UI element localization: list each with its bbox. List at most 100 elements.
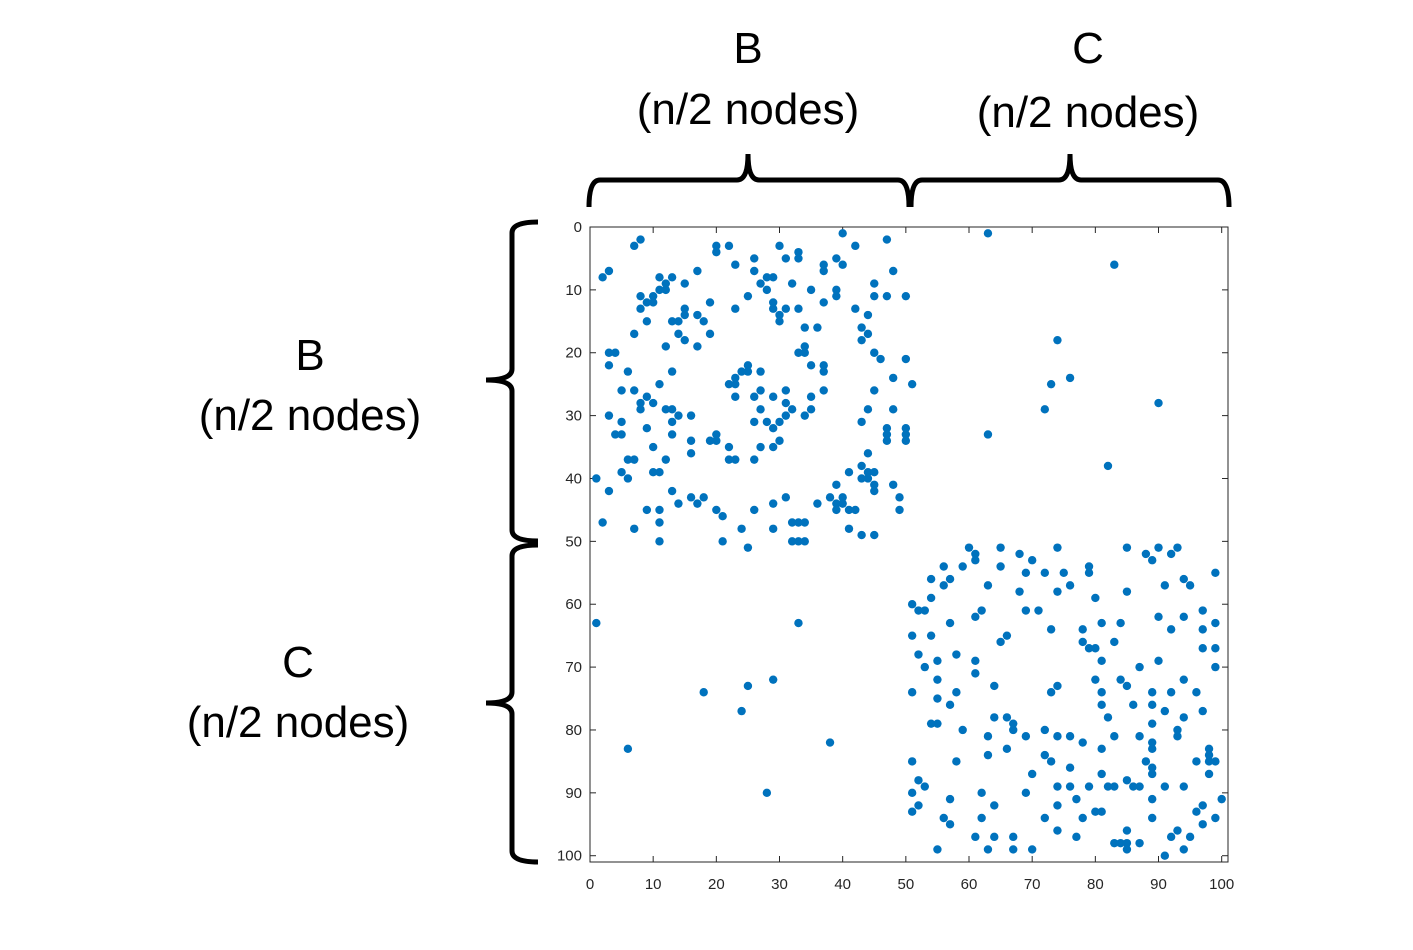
nonzero-point <box>926 631 936 640</box>
nonzero-point <box>1059 568 1068 577</box>
nonzero-point <box>680 335 689 345</box>
nonzero-point <box>636 304 645 313</box>
nonzero-point <box>1179 574 1188 584</box>
nonzero-point <box>737 367 746 376</box>
nonzero-point <box>781 304 791 313</box>
nonzero-point <box>1192 688 1201 697</box>
nonzero-point <box>1072 794 1081 804</box>
nonzero-point <box>768 392 778 401</box>
nonzero-point <box>1053 587 1062 596</box>
nonzero-point <box>895 505 904 515</box>
nonzero-point <box>806 285 816 295</box>
nonzero-point <box>832 254 841 263</box>
nonzero-point <box>844 467 854 477</box>
y-tick-label: 0 <box>574 219 582 236</box>
nonzero-point <box>870 386 879 395</box>
nonzero-point <box>674 317 683 326</box>
nonzero-point <box>655 518 664 527</box>
nonzero-point <box>1166 625 1176 634</box>
nonzero-point <box>693 342 702 351</box>
nonzero-point <box>1211 757 1220 766</box>
nonzero-point <box>1021 568 1031 577</box>
nonzero-point <box>1204 769 1214 779</box>
nonzero-point <box>1154 612 1163 622</box>
nonzero-point <box>1211 644 1220 653</box>
nonzero-point <box>920 606 929 615</box>
nonzero-point <box>1141 549 1151 559</box>
nonzero-point <box>870 530 879 540</box>
nonzero-point <box>1154 656 1163 666</box>
nonzero-point <box>1160 782 1170 791</box>
nonzero-point <box>693 310 702 320</box>
nonzero-point <box>1122 681 1132 691</box>
nonzero-point <box>750 455 759 464</box>
nonzero-point <box>952 688 961 697</box>
nonzero-point <box>775 417 784 427</box>
nonzero-point <box>857 417 866 427</box>
nonzero-point <box>870 480 879 489</box>
nonzero-point <box>768 423 778 433</box>
nonzero-point <box>939 813 948 823</box>
nonzero-point <box>756 405 765 414</box>
nonzero-point <box>750 254 759 263</box>
x-tick-label: 90 <box>1150 876 1167 893</box>
nonzero-point <box>750 392 759 401</box>
nonzero-point <box>699 493 708 502</box>
nonzero-point <box>743 681 753 691</box>
nonzero-point <box>983 732 993 741</box>
nonzero-point <box>1179 612 1188 622</box>
nonzero-point <box>630 455 639 464</box>
nonzero-point <box>933 719 942 728</box>
nonzero-point <box>756 367 765 376</box>
nonzero-point <box>1065 763 1075 772</box>
nonzero-point <box>604 348 614 357</box>
nonzero-point <box>737 524 746 533</box>
nonzero-point <box>756 442 765 452</box>
nonzero-point <box>1046 625 1056 634</box>
nonzero-point <box>996 543 1005 552</box>
nonzero-point <box>1192 807 1201 816</box>
nonzero-point <box>743 361 753 370</box>
x-tick-label: 100 <box>1209 876 1234 893</box>
nonzero-point <box>1053 801 1062 810</box>
nonzero-point <box>718 537 727 546</box>
nonzero-point <box>1097 688 1106 697</box>
nonzero-point <box>1078 637 1087 647</box>
nonzero-point <box>661 279 671 288</box>
nonzero-point <box>1198 801 1207 810</box>
nonzero-point <box>806 405 816 414</box>
nonzero-point <box>1053 335 1062 345</box>
nonzero-point <box>1040 725 1050 735</box>
nonzero-point <box>838 260 847 269</box>
nonzero-point <box>1097 744 1106 754</box>
nonzero-point <box>1211 662 1220 672</box>
nonzero-point <box>863 329 873 339</box>
nonzero-point <box>926 593 936 603</box>
nonzero-point <box>819 266 828 276</box>
nonzero-point <box>914 606 923 615</box>
x-tick-label: 30 <box>771 876 788 893</box>
nonzero-point <box>680 279 689 288</box>
nonzero-point <box>636 405 645 414</box>
nonzero-point <box>901 423 911 433</box>
nonzero-point <box>1097 656 1106 666</box>
nonzero-point <box>623 474 633 483</box>
nonzero-point <box>1135 662 1144 672</box>
nonzero-point <box>819 367 828 376</box>
nonzero-point <box>1179 782 1188 791</box>
nonzero-point <box>1129 700 1138 710</box>
nonzero-point <box>1021 606 1031 615</box>
nonzero-point <box>768 273 778 282</box>
nonzero-point <box>750 505 759 515</box>
nonzero-point <box>889 266 898 276</box>
top-right-sub: (n/2 nodes) <box>977 88 1200 137</box>
nonzero-point <box>630 241 639 251</box>
nonzero-point <box>1185 832 1195 842</box>
nonzero-point <box>680 304 689 313</box>
left-top-letter: B <box>295 331 324 380</box>
nonzero-point <box>1173 826 1182 835</box>
nonzero-point <box>674 329 683 339</box>
y-tick-label: 60 <box>565 596 582 613</box>
nonzero-point <box>914 801 923 810</box>
